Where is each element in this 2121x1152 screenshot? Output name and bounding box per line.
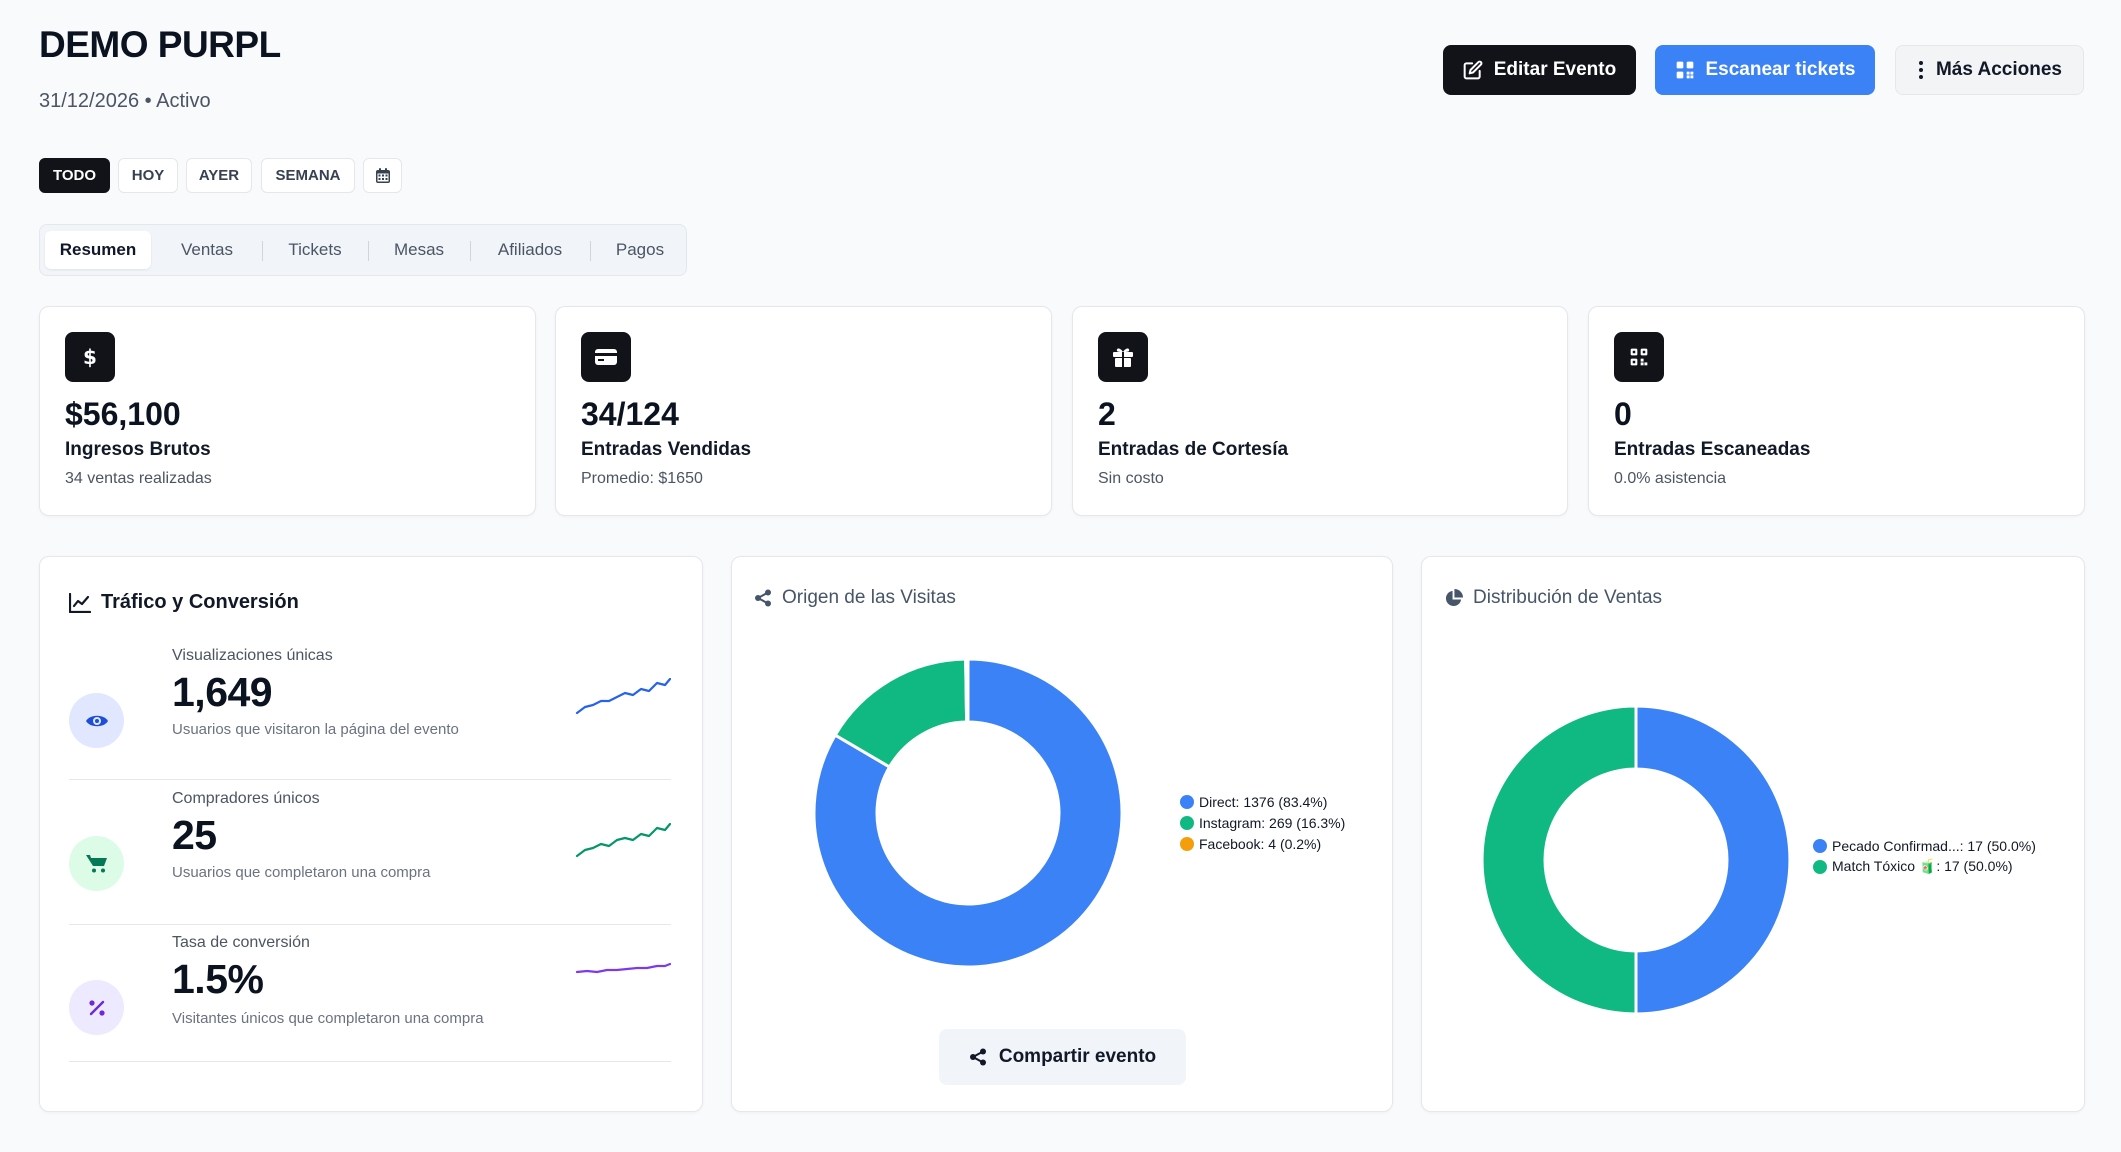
share-icon bbox=[969, 1048, 986, 1066]
visits-legend: Direct: 1376 (83.4%) Instagram: 269 (16.… bbox=[1180, 791, 1345, 854]
more-actions-button[interactable]: Más Acciones bbox=[1895, 45, 2084, 95]
tab-tickets[interactable]: Tickets bbox=[288, 240, 342, 259]
filter-ayer[interactable]: AYER bbox=[186, 158, 252, 193]
percent-icon bbox=[69, 980, 124, 1035]
qr-code-icon bbox=[1614, 332, 1664, 382]
sparkline bbox=[575, 822, 671, 858]
calendar-icon bbox=[375, 168, 390, 183]
line-chart-icon bbox=[69, 592, 91, 613]
visits-slice-0[interactable] bbox=[812, 657, 1124, 969]
stat-card-scanned: 0 Entradas Escaneadas 0.0% asistencia bbox=[1588, 306, 2085, 516]
tab-separator bbox=[470, 241, 471, 261]
filter-semana[interactable]: SEMANA bbox=[261, 158, 355, 193]
traffic-title: Tráfico y Conversión bbox=[69, 591, 299, 614]
visits-origin-panel: Origen de las Visitas Direct: 1376 (83.4… bbox=[731, 556, 1393, 1112]
sparkline bbox=[575, 677, 671, 715]
metric-unique-views: Visualizaciones únicas 1,649 Usuarios qu… bbox=[69, 647, 671, 787]
tab-ventas[interactable]: Ventas bbox=[181, 240, 233, 259]
stat-value: 34/124 bbox=[581, 396, 679, 432]
metric-sub: Usuarios que completaron una compra bbox=[172, 864, 431, 881]
tab-pagos[interactable]: Pagos bbox=[615, 240, 665, 259]
stat-label: Entradas Vendidas bbox=[581, 439, 752, 460]
stat-sub: 0.0% asistencia bbox=[1614, 470, 1727, 487]
stat-card-gross-revenue: $ $56,100 Ingresos Brutos 34 ventas real… bbox=[39, 306, 536, 516]
metric-unique-buyers: Compradores únicos 25 Usuarios que compl… bbox=[69, 790, 671, 930]
sparkline bbox=[575, 962, 671, 974]
metric-sub: Usuarios que visitaron la página del eve… bbox=[172, 721, 459, 738]
scan-tickets-label: Escanear tickets bbox=[1705, 59, 1856, 80]
event-title: DEMO PURPL bbox=[39, 24, 281, 65]
legend-dot bbox=[1180, 815, 1194, 830]
stat-sub: Sin costo bbox=[1098, 470, 1164, 487]
stat-label: Entradas de Cortesía bbox=[1098, 439, 1289, 460]
cart-icon bbox=[69, 836, 124, 891]
tab-separator bbox=[368, 241, 369, 261]
metric-divider bbox=[69, 924, 671, 925]
stat-value: 0 bbox=[1614, 396, 1632, 432]
credit-card-icon bbox=[581, 332, 631, 382]
legend-item-match: Match Tóxico 🧃: 17 (50.0%) bbox=[1813, 856, 2036, 877]
metric-label: Tasa de conversión bbox=[172, 934, 310, 951]
traffic-conversion-panel: Tráfico y Conversión Visualizaciones úni… bbox=[39, 556, 703, 1112]
metric-conversion-rate: Tasa de conversión 1.5% Visitantes único… bbox=[69, 934, 671, 1074]
more-actions-label: Más Acciones bbox=[1935, 59, 2062, 80]
sales-distribution-panel: Distribución de Ventas Pecado Confirmad.… bbox=[1421, 556, 2085, 1112]
event-subtitle: 31/12/2026 • Activo bbox=[39, 90, 211, 112]
metric-sub: Visitantes únicos que completaron una co… bbox=[172, 1010, 484, 1027]
visits-slice-2[interactable] bbox=[964, 657, 970, 724]
metric-divider bbox=[69, 779, 671, 780]
share-event-button[interactable]: Compartir evento bbox=[939, 1029, 1186, 1085]
dollar-icon: $ bbox=[65, 332, 115, 382]
edit-icon bbox=[1463, 60, 1483, 80]
edit-event-label: Editar Evento bbox=[1493, 59, 1617, 80]
legend-item-facebook: Facebook: 4 (0.2%) bbox=[1180, 833, 1345, 854]
filter-calendar-button[interactable] bbox=[363, 158, 402, 193]
legend-item-pecado: Pecado Confirmad...: 17 (50.0%) bbox=[1813, 835, 2036, 856]
stat-label: Entradas Escaneadas bbox=[1614, 439, 1811, 460]
stat-sub: Promedio: $1650 bbox=[581, 470, 703, 487]
legend-dot bbox=[1180, 836, 1194, 851]
legend-item-direct: Direct: 1376 (83.4%) bbox=[1180, 791, 1345, 812]
legend-dot bbox=[1180, 794, 1194, 809]
scan-tickets-button[interactable]: Escanear tickets bbox=[1655, 45, 1875, 95]
filter-hoy[interactable]: HOY bbox=[118, 158, 178, 193]
gift-icon bbox=[1098, 332, 1148, 382]
tab-separator bbox=[590, 241, 591, 261]
legend-item-instagram: Instagram: 269 (16.3%) bbox=[1180, 812, 1345, 833]
sales-slice-1[interactable] bbox=[1480, 704, 1638, 1016]
edit-event-button[interactable]: Editar Evento bbox=[1443, 45, 1636, 95]
more-vertical-icon bbox=[1918, 61, 1923, 79]
eye-icon bbox=[69, 693, 124, 748]
metric-value: 1.5% bbox=[172, 956, 264, 1002]
metric-label: Compradores únicos bbox=[172, 790, 320, 807]
tab-resumen[interactable]: Resumen bbox=[45, 231, 151, 269]
metric-value: 1,649 bbox=[172, 669, 273, 715]
svg-text:$: $ bbox=[83, 345, 97, 369]
sales-legend: Pecado Confirmad...: 17 (50.0%) Match Tó… bbox=[1813, 835, 2036, 877]
legend-dot bbox=[1813, 859, 1827, 874]
legend-dot bbox=[1813, 838, 1827, 853]
pie-chart-icon bbox=[1445, 588, 1463, 606]
stat-value: 2 bbox=[1098, 396, 1116, 432]
tab-separator bbox=[262, 241, 263, 261]
stat-sub: 34 ventas realizadas bbox=[65, 470, 212, 487]
metric-label: Visualizaciones únicas bbox=[172, 647, 333, 664]
qr-code-icon bbox=[1676, 61, 1693, 79]
sales-slice-0[interactable] bbox=[1634, 704, 1792, 1016]
section-tabs: Resumen Ventas Tickets Mesas Afiliados P… bbox=[39, 224, 687, 276]
sales-title: Distribución de Ventas bbox=[1444, 587, 1662, 609]
stat-card-tickets-sold: 34/124 Entradas Vendidas Promedio: $1650 bbox=[555, 306, 1052, 516]
stat-label: Ingresos Brutos bbox=[65, 439, 211, 460]
metric-value: 25 bbox=[172, 812, 217, 858]
tab-mesas[interactable]: Mesas bbox=[393, 240, 445, 259]
visits-title: Origen de las Visitas bbox=[754, 587, 956, 609]
tab-afiliados[interactable]: Afiliados bbox=[497, 240, 563, 259]
visits-donut-chart bbox=[812, 657, 1124, 969]
sales-donut-chart bbox=[1480, 704, 1792, 1016]
filter-todo[interactable]: TODO bbox=[39, 158, 110, 193]
metric-divider bbox=[69, 1061, 671, 1062]
stat-value: $56,100 bbox=[65, 396, 181, 432]
share-icon bbox=[755, 589, 771, 607]
stat-card-courtesy: 2 Entradas de Cortesía Sin costo bbox=[1072, 306, 1568, 516]
